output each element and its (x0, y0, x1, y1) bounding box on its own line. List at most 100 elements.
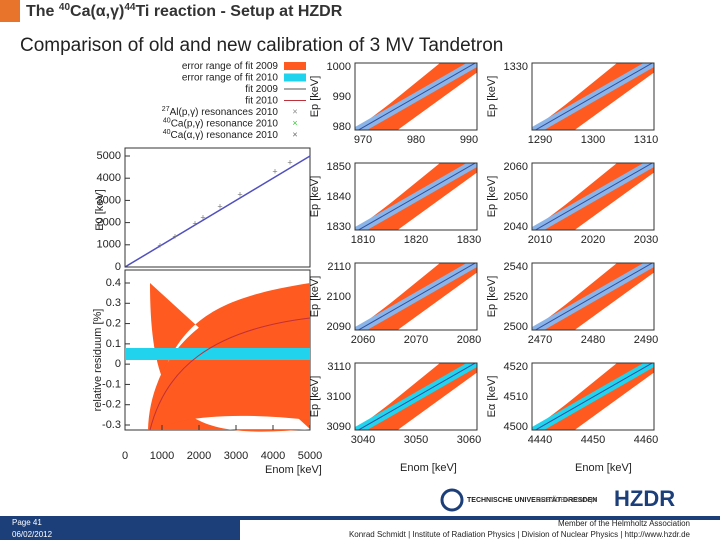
x-tick-label: 2070 (404, 334, 428, 346)
y-tick-label: -0.1 (102, 378, 121, 390)
panel (355, 363, 477, 430)
legend-text: Al(p,γ) resonances 2010 (170, 107, 279, 118)
legend-label: fit 2010 (245, 95, 278, 106)
y-tick-label: 1000 (327, 61, 351, 73)
legend-mass: 40 (163, 117, 171, 124)
y-tick-label: 1830 (327, 221, 351, 233)
x-tick-label: 1300 (581, 134, 605, 146)
panel-frame (531, 362, 655, 431)
legend-mass: 40 (163, 129, 171, 136)
legend-mass: 27 (162, 106, 170, 113)
fit-line (357, 163, 477, 230)
top-frame (124, 147, 311, 268)
data-point: + (217, 201, 222, 211)
y-tick-label: 2040 (504, 221, 528, 233)
x-tick-label: 2060 (351, 334, 375, 346)
legend-swatch: × (292, 129, 297, 139)
footer-left (0, 516, 240, 540)
panel-frame (531, 62, 655, 131)
x-tick-label: 0 (122, 450, 128, 462)
y-tick-label: 0 (115, 358, 121, 370)
y-tick-label: 1330 (504, 61, 528, 73)
y-axis-label: Ep [keV] (309, 376, 321, 418)
concept-text: DRESDEN concept (536, 497, 597, 504)
y-tick-label: 2060 (504, 161, 528, 173)
x-tick-label: 2080 (457, 334, 481, 346)
legend-text: fit 2009 (245, 84, 278, 95)
y-tick-label: 0.4 (106, 277, 121, 289)
x-tick-label: 970 (354, 134, 372, 146)
y-axis-label: Ep [keV] (486, 276, 498, 318)
x-tick-label: 980 (407, 134, 425, 146)
x-tick-label: 1830 (457, 234, 481, 246)
y-tick-label: 4000 (97, 172, 121, 184)
legend-text: Ca(p,γ) resonance 2010 (171, 118, 279, 129)
fit-line (534, 63, 654, 130)
x-tick-label: 1820 (404, 234, 428, 246)
y-tick-label: 1840 (327, 191, 351, 203)
data-point: + (237, 189, 242, 199)
y-tick-label: 3110 (327, 361, 351, 373)
panel-frame (531, 262, 655, 331)
fit-line (357, 363, 477, 430)
subtitle: Comparison of old and new calibration of… (20, 35, 503, 56)
y-tick-label: 3000 (97, 194, 121, 206)
fit-line (534, 263, 654, 330)
x-tick-label: 2010 (528, 234, 552, 246)
y-tick-label: -0.2 (102, 399, 121, 411)
panel (532, 63, 654, 130)
y-tick-label: 1000 (97, 239, 121, 251)
y-axis-label: Ep [keV] (486, 76, 498, 118)
legend-text: Ca(α,γ) resonance 2010 (170, 130, 278, 141)
x-tick-label: 4450 (581, 434, 605, 446)
x-tick-label: 3040 (351, 434, 375, 446)
title-marker (0, 0, 20, 22)
legend (125, 60, 310, 145)
x-tick-label: 4440 (528, 434, 552, 446)
x-tick-label: 3060 (457, 434, 481, 446)
y-tick-label: 2110 (327, 261, 351, 273)
y-tick-label: 1850 (327, 161, 351, 173)
panel (355, 63, 477, 130)
title-part: The (26, 3, 59, 20)
x-tick-label: 1310 (634, 134, 658, 146)
y-tick-label: 990 (333, 91, 351, 103)
page-number: Page 41 (12, 518, 42, 527)
legend-swatch: × (292, 106, 297, 116)
y-tick-label: 0.2 (106, 317, 121, 329)
legend-label: fit 2009 (245, 84, 278, 95)
legend-swatch (284, 62, 306, 70)
y-tick-label: 2050 (504, 191, 528, 203)
y-axis-label: Ep [keV] (309, 276, 321, 318)
legend-text: error range of fit 2009 (182, 61, 279, 72)
legend-label: 40Ca(p,γ) resonance 2010 (163, 117, 279, 129)
y-tick-label: 4510 (504, 391, 528, 403)
title-part: Ti reaction - Setup at HZDR (135, 3, 342, 20)
x-tick-label: 3050 (404, 434, 428, 446)
legend-text: error range of fit 2010 (182, 72, 279, 83)
x-tick-label: 2030 (634, 234, 658, 246)
x-tick-label: 1000 (150, 450, 174, 462)
x-tick-label: 990 (460, 134, 478, 146)
x-tick-label: 4000 (261, 450, 285, 462)
y-tick-label: 3090 (327, 421, 351, 433)
fit-line (357, 63, 477, 130)
data-point: + (192, 218, 197, 228)
legend-swatch (284, 73, 306, 82)
y-tick-label: 2000 (97, 217, 121, 229)
x-tick-label: 2490 (634, 334, 658, 346)
fit-line (124, 155, 311, 268)
legend-label: 40Ca(α,γ) resonance 2010 (163, 129, 279, 141)
legend-label: error range of fit 2009 (182, 61, 279, 72)
footer-line (240, 516, 720, 520)
fit-2009 (149, 317, 311, 431)
y-axis-label: E0 [keV] (94, 189, 106, 231)
panel-frame (531, 162, 655, 231)
panel (532, 163, 654, 230)
date: 06/02/2012 (12, 530, 53, 539)
y-tick-label: 980 (333, 121, 351, 133)
y-tick-label: 2540 (504, 261, 528, 273)
x-tick-label: 1290 (528, 134, 552, 146)
y-tick-label: 3100 (327, 391, 351, 403)
